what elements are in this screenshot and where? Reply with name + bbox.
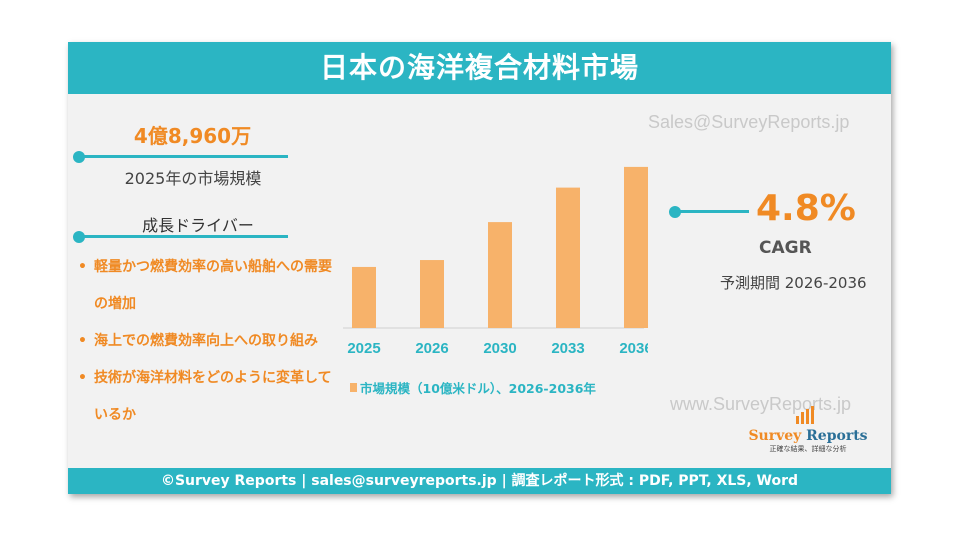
drivers-title: 成長ドライバー	[142, 216, 254, 235]
legend-label: 市場規模（10億米ドル）、2026-2036年	[360, 381, 596, 396]
watermark-url: www.SurveyReports.jp	[670, 394, 852, 414]
x-tick-label: 2026	[415, 340, 448, 357]
driver-item: 技術が海洋材料をどのように変革しているか	[74, 360, 344, 434]
survey-reports-logo: Survey Reports 正確な結果、詳細な分析	[748, 406, 868, 454]
x-tick-label: 2025	[347, 340, 380, 357]
driver-item: 軽量かつ燃費効率の高い船舶への需要の増加	[74, 249, 344, 323]
cagr-value: 4.8%	[756, 188, 856, 229]
infographic-card: 日本の海洋複合材料市場 Sales@SurveyReports.jp www.S…	[68, 42, 891, 494]
x-tick-label: 2030	[483, 340, 516, 357]
logo-word-2: Reports	[806, 428, 868, 444]
divider-line	[78, 155, 288, 158]
logo-bars-icon	[796, 406, 814, 424]
bar-2036	[624, 166, 648, 328]
market-value-caption: 2025年の市場規模	[124, 169, 262, 188]
bar-2030	[488, 222, 512, 328]
logo-tagline: 正確な結果、詳細な分析	[769, 445, 847, 453]
market-value: 4億8,960万	[133, 124, 252, 148]
drivers-list: 軽量かつ燃費効率の高い船舶への需要の増加 海上での燃費効率向上への取り組み 技術…	[74, 249, 344, 434]
legend-swatch	[350, 383, 357, 392]
page-title: 日本の海洋複合材料市場	[68, 42, 891, 94]
watermark-email: Sales@SurveyReports.jp	[648, 112, 850, 132]
x-tick-label: 2033	[551, 340, 584, 357]
driver-item: 海上での燃費効率向上への取り組み	[74, 323, 344, 360]
x-tick-label: 2036	[619, 340, 648, 357]
cagr-line	[675, 210, 749, 213]
bar-chart: 2025 2026 2030 2033 2036 市場規模（10億米ドル）、2026-20…	[343, 166, 648, 396]
divider-line	[78, 235, 288, 238]
bar-2026	[420, 260, 444, 328]
bar-2025	[352, 266, 376, 328]
logo-word-1: Survey	[748, 428, 802, 444]
forecast-period: 予測期間 2026-2036	[720, 274, 867, 292]
cagr-label: CAGR	[759, 238, 812, 258]
bar-2033	[556, 187, 580, 328]
footer: ©Survey Reports | sales@surveyreports.jp…	[68, 468, 891, 494]
